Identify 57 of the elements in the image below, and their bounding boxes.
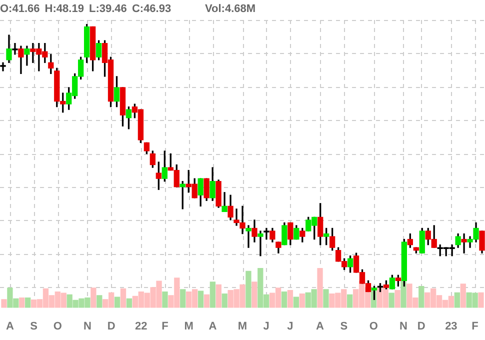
bar: [323, 289, 329, 308]
x-tick-label: F: [472, 320, 479, 332]
bar: [126, 298, 132, 308]
x-tick-label: D: [417, 320, 426, 332]
x-tick-label: A: [208, 320, 217, 332]
chart-title: O:41.66 H:48.19 L:39.46 C:46.93: [0, 3, 172, 15]
bar: [120, 288, 126, 308]
bar: [180, 289, 186, 308]
candlestick: [258, 230, 264, 256]
bar: [114, 296, 120, 308]
x-tick-label: O: [53, 320, 62, 332]
x-tick-label: 22: [135, 320, 148, 332]
x-tick-label: A: [316, 320, 324, 332]
bar: [287, 290, 294, 308]
candlestick: [264, 228, 270, 240]
bar: [246, 270, 252, 308]
bar: [198, 290, 204, 308]
bar: [478, 292, 484, 308]
x-tick-label: F: [162, 320, 169, 332]
bar: [216, 284, 222, 308]
bar: [317, 268, 323, 308]
bar: [19, 298, 25, 308]
x-tick-label: O: [369, 320, 378, 332]
bar: [210, 282, 216, 308]
bar: [90, 288, 96, 308]
bar: [454, 292, 460, 308]
bar: [388, 292, 394, 308]
bar: [299, 294, 305, 308]
candlestick: [0, 62, 6, 72]
x-tick-label: 23: [445, 320, 458, 332]
x-tick-label: S: [30, 320, 38, 332]
bar: [394, 290, 400, 308]
x-tick-label: N: [83, 320, 92, 332]
bar: [222, 294, 228, 308]
candlestick: [461, 233, 467, 254]
bar: [418, 286, 424, 308]
bar: [162, 292, 168, 308]
x-tick-label: J: [287, 320, 294, 332]
bar: [25, 298, 31, 308]
candlestick: [246, 225, 252, 248]
x-tick-label: A: [6, 320, 14, 332]
bar: [347, 294, 353, 308]
x-tick-label: J: [263, 320, 270, 332]
bar: [204, 294, 210, 308]
x-tick-label: N: [400, 320, 408, 332]
x-tick-label: M: [238, 320, 248, 332]
candlestick: [12, 42, 18, 55]
bar: [1, 299, 7, 308]
bar: [96, 295, 102, 308]
bar: [252, 282, 258, 308]
x-tick-label: D: [107, 320, 116, 332]
chart-title: Vol:4.68M: [205, 3, 256, 15]
x-tick-label: M: [184, 320, 194, 332]
bar: [460, 284, 466, 308]
bar: [293, 296, 299, 308]
x-tick-label: S: [340, 320, 348, 332]
bar: [281, 292, 288, 308]
